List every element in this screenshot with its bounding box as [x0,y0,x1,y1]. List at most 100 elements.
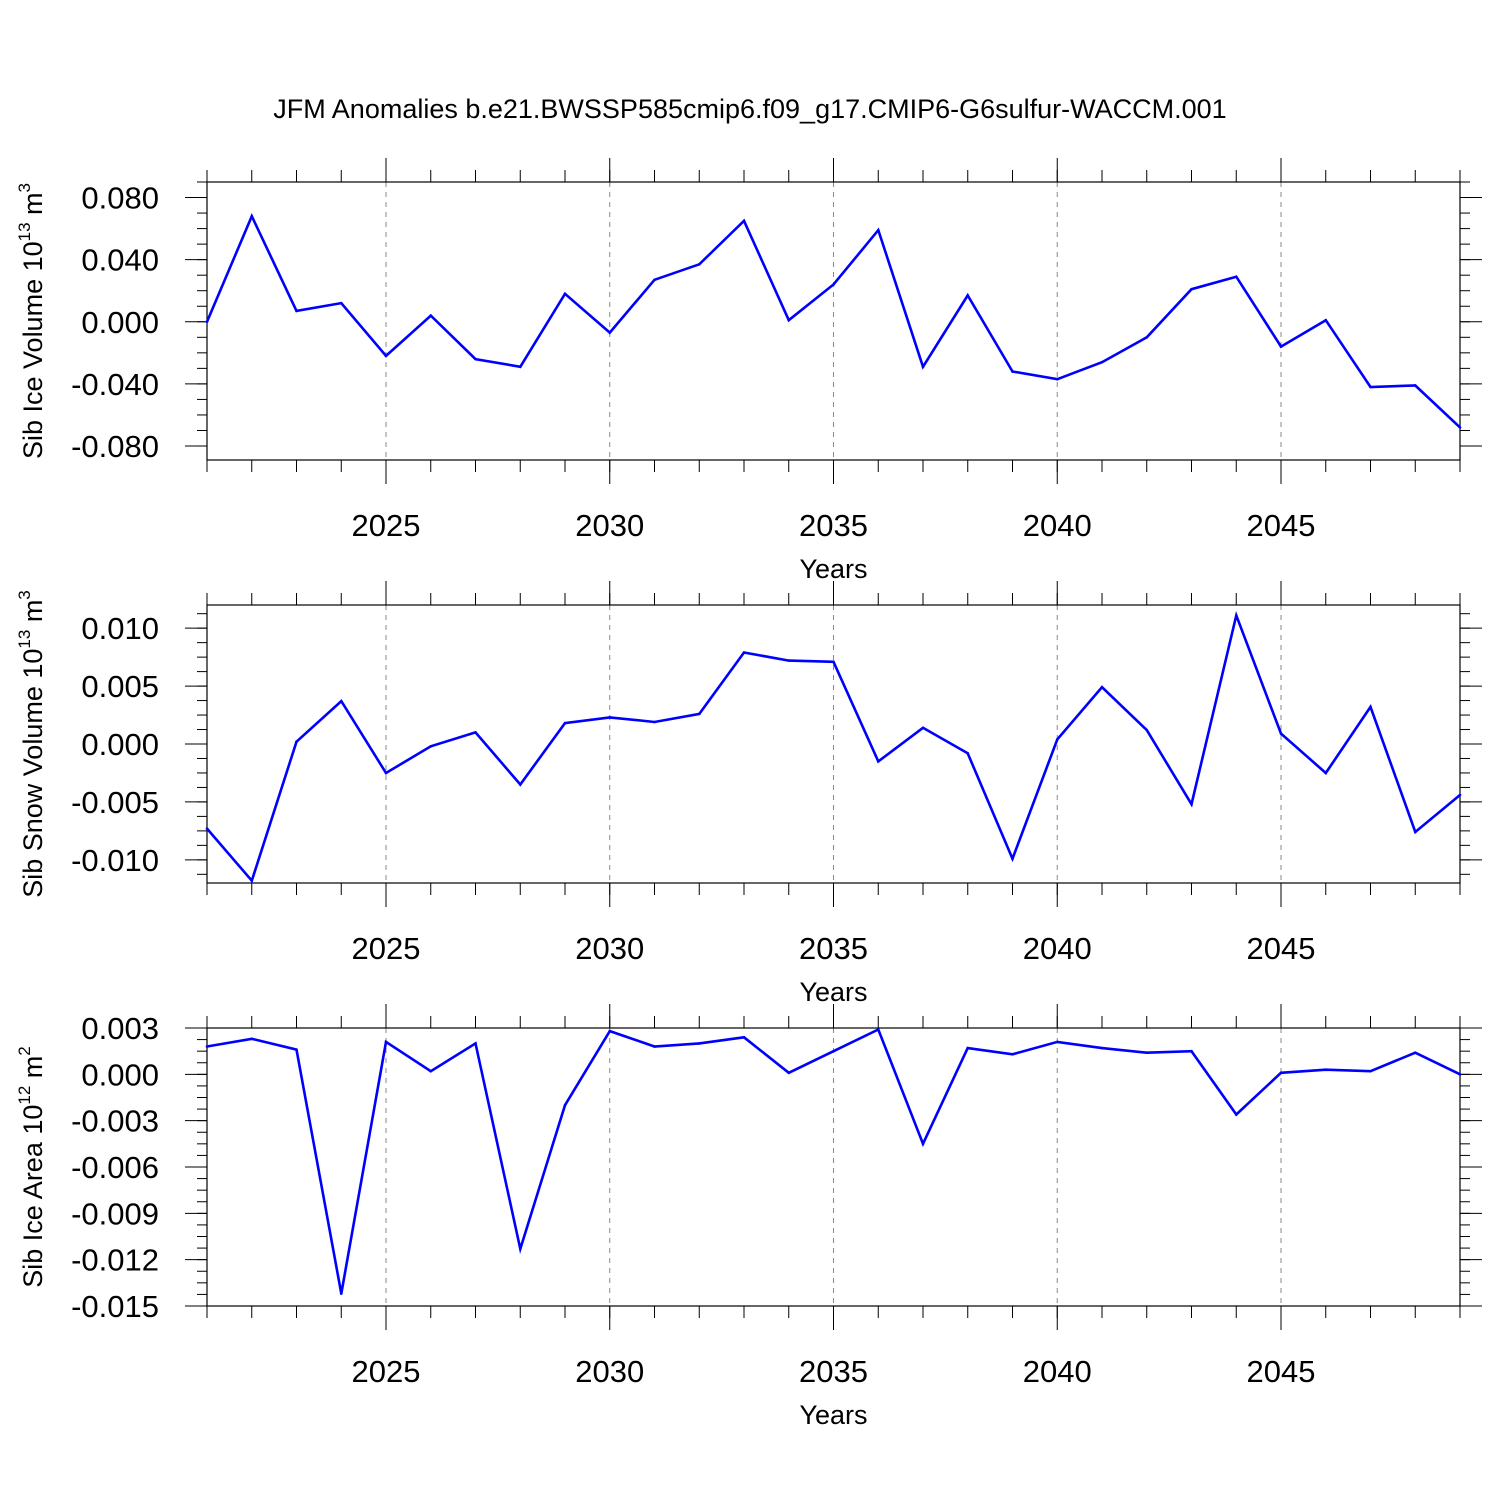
y-tick-label: 0.010 [81,611,159,646]
data-point [742,219,746,223]
plot-frame [206,1027,1461,1307]
data-point [697,1042,701,1045]
x-tick-label: 2025 [352,931,421,966]
data-point [876,1028,880,1031]
y-tick-label: 0.000 [81,1057,159,1092]
y-axis-label-text: Sib Ice Volume 10 [18,241,48,459]
data-point [608,1029,612,1033]
y-tick-label: -0.012 [71,1243,159,1278]
data-point [1279,345,1283,348]
data-point [1055,738,1059,741]
y-tick-label: -0.015 [71,1289,159,1324]
data-point [429,314,433,317]
data-point [429,1069,433,1073]
y-tick-label: -0.003 [71,1104,159,1139]
data-point [1145,728,1149,732]
x-axis-label: Years [799,1400,867,1430]
y-axis-label: Sib Snow Volume 1013 m3 [15,590,48,898]
y-tick-label: -0.080 [71,429,159,464]
data-point [876,760,880,763]
data-point [787,1071,791,1075]
data-point [653,1045,656,1048]
y-tick-label: 0.005 [81,669,159,704]
data-point [697,263,701,266]
data-point [742,651,746,654]
y-axis-label-unit: m [18,1056,48,1086]
chart-panels: 0.080 0.040 0.000 -0.040 -0.080 2025 2030 2035 2… [15,158,1482,1430]
x-tick-label: 2040 [1023,508,1092,543]
data-point [921,726,925,730]
x-tick-label: 2030 [575,508,644,543]
panel-ice-volume: 0.080 0.040 0.000 -0.040 -0.080 2025 2030 2035 2… [15,158,1482,584]
data-point [787,659,791,662]
y-axis-label-exponent: 13 [15,222,34,241]
y-axis-label-unit: m [18,192,48,222]
y-axis-label-text: Sib Snow Volume 10 [18,649,48,898]
data-point [876,228,880,232]
data-point [1055,1040,1059,1044]
x-tick-label: 2030 [575,1354,644,1389]
data-point [384,771,388,775]
data-point [608,716,612,719]
data-point [1234,1113,1238,1116]
data-point [563,292,567,296]
data-point [1413,1051,1417,1055]
data-point [1011,1052,1014,1056]
data-point [563,1103,567,1107]
data-point [518,1247,522,1251]
data-point [1413,830,1417,834]
data-point [563,721,567,725]
data-point [205,1045,209,1048]
data-point [1190,802,1193,806]
y-tick-label: 0.080 [81,181,159,216]
data-point [608,331,612,334]
data-point [518,783,522,786]
data-point [966,294,970,297]
x-tick-label: 2045 [1247,1354,1316,1389]
y-tick-label: 0.000 [81,305,159,340]
data-point [832,283,835,286]
data-point [1324,318,1328,322]
y-axis-label-exponent: 3 [15,183,34,192]
data-point [1458,793,1462,797]
data-point [250,1037,254,1041]
data-point [339,1292,343,1295]
data-point [1279,1071,1283,1075]
data-point [1011,370,1014,373]
y-axis-label-text: Sib Ice Area 10 [18,1105,48,1288]
panel-ice-area: 0.003 0.000 -0.003 -0.006 -0.009 -0.012 -0.015… [15,1004,1482,1430]
y-tick-label: -0.010 [71,843,159,878]
x-tick-label: 2025 [352,508,421,543]
data-point [1234,275,1238,279]
plot-frame [206,604,1461,884]
data-point [966,1046,970,1050]
x-tick-label: 2035 [799,1354,868,1389]
data-point [832,660,835,664]
data-point [339,301,343,305]
data-point [1145,336,1149,339]
x-tick-label: 2045 [1247,508,1316,543]
x-axis-label: Years [799,977,867,1007]
data-point [1100,685,1104,689]
chart-title: JFM Anomalies b.e21.BWSSP585cmip6.f09_g1… [273,94,1226,124]
data-point [1279,732,1283,735]
y-tick-label: -0.005 [71,785,159,820]
y-tick-label: -0.009 [71,1196,159,1231]
x-tick-label: 2040 [1023,1354,1092,1389]
data-point [1100,360,1104,364]
data-point [1369,1069,1372,1073]
y-tick-label: 0.040 [81,243,159,278]
y-axis-label: Sib Ice Area 1012 m2 [15,1046,48,1288]
data-point [205,320,209,324]
data-point [1100,1046,1104,1050]
y-tick-label: -0.040 [71,367,159,402]
data-point [1190,1049,1193,1053]
data-point [339,699,343,703]
data-point [295,740,298,743]
x-tick-label: 2035 [799,931,868,966]
data-point [295,309,298,313]
data-point [1324,771,1328,775]
data-point [250,879,254,882]
